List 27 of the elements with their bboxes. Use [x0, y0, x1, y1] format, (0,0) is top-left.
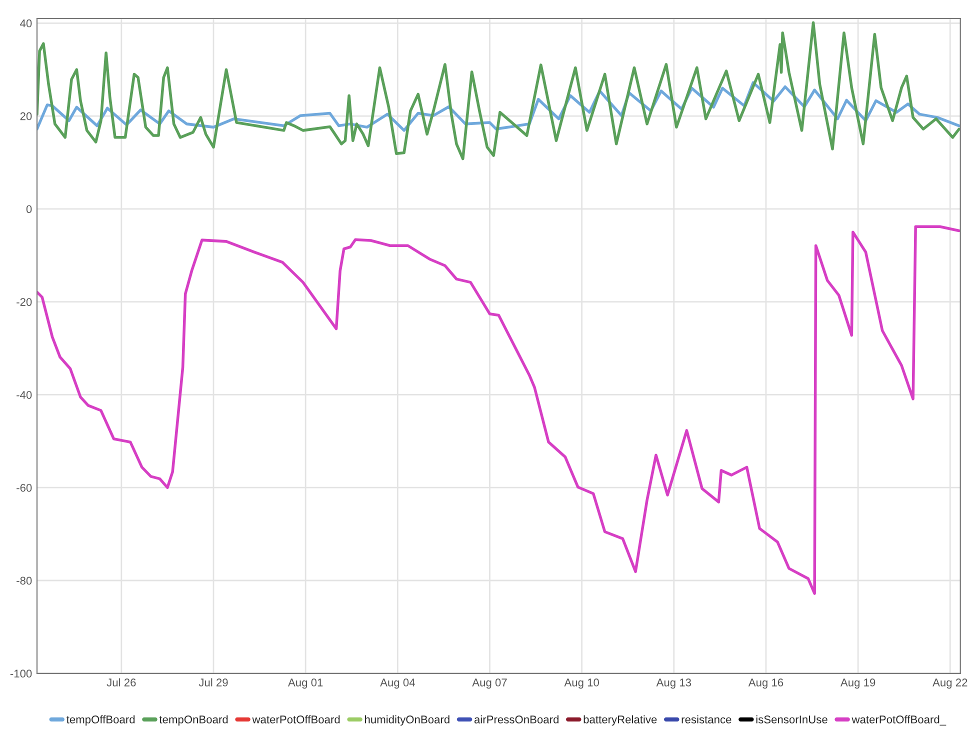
x-tick-label: Aug 10	[564, 678, 599, 689]
legend-label: isSensorInUse	[756, 715, 828, 724]
legend-label: resistance	[682, 715, 732, 724]
x-tick-label: Aug 04	[380, 678, 415, 689]
y-tick-label: -20	[16, 298, 32, 306]
legend-label: waterPotOffBoard	[252, 715, 340, 724]
x-tick-label: Jul 26	[106, 678, 136, 686]
x-tick-label: Aug 13	[656, 678, 692, 689]
y-tick-label: -80	[16, 576, 32, 585]
x-tick-label: Jul 29	[198, 678, 228, 686]
y-tick-label: 40	[20, 19, 32, 28]
legend-label: humidityOnBoard	[365, 715, 450, 726]
x-tick-label: Aug 16	[748, 678, 784, 689]
y-tick-label: 0	[26, 205, 32, 214]
x-tick-label: Aug 19	[840, 678, 876, 689]
x-tick-label: Aug 22	[932, 678, 968, 689]
legend-label: tempOffBoard	[66, 715, 135, 726]
x-tick-label: Aug 01	[288, 678, 323, 689]
y-tick-label: -60	[16, 484, 32, 492]
legend-label: tempOnBoard	[159, 715, 228, 726]
x-tick-label: Aug 07	[472, 678, 507, 689]
y-tick-label: -40	[16, 390, 32, 399]
legend-label: waterPotOffBoard_	[852, 715, 946, 726]
legend-label: airPressOnBoard	[474, 715, 558, 724]
y-tick-label: 20	[20, 112, 32, 120]
legend-label: batteryRelative	[584, 715, 657, 726]
y-tick-label: -100	[10, 670, 32, 678]
